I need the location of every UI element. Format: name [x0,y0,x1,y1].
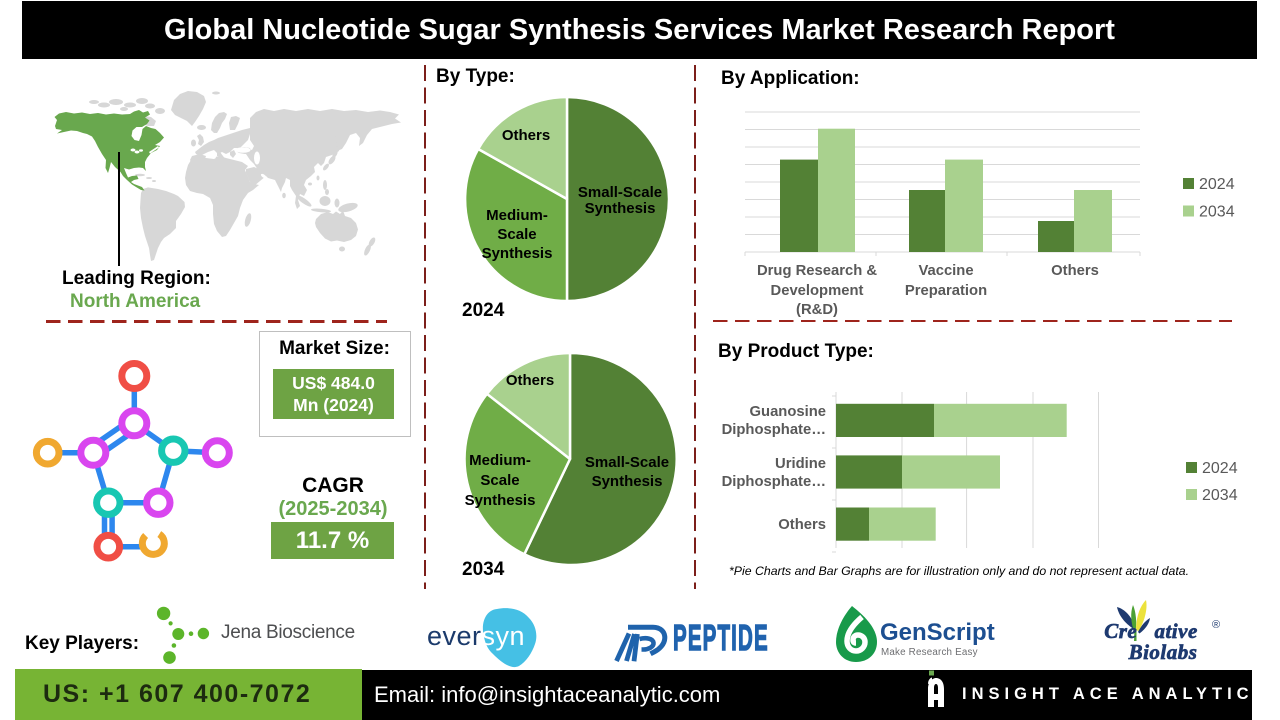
svg-text:2034: 2034 [1199,204,1235,221]
svg-text:2034: 2034 [1202,487,1238,504]
svg-text:2024: 2024 [1199,176,1235,193]
svg-text:2024: 2024 [1202,460,1238,477]
